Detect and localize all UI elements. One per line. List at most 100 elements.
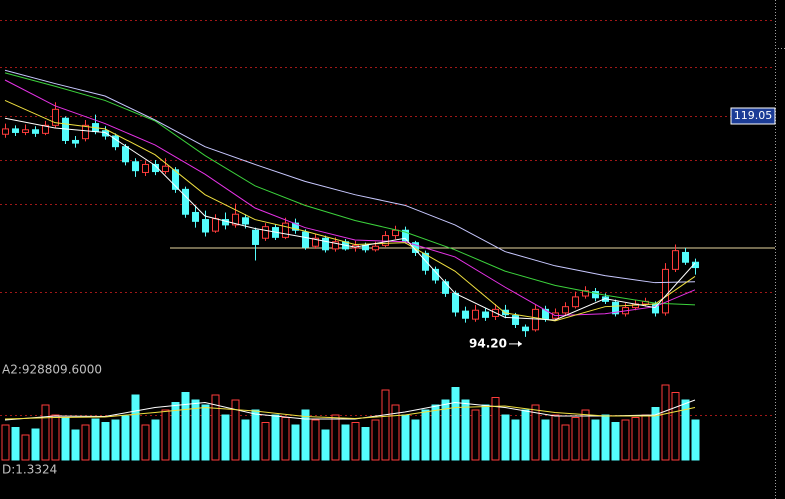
candle-body xyxy=(262,226,269,239)
candle-body xyxy=(392,229,399,237)
volume-bar xyxy=(571,417,580,461)
volume-bar xyxy=(181,392,190,461)
candle-body xyxy=(482,311,489,318)
candle-body xyxy=(182,188,189,215)
volume-bar xyxy=(671,392,680,461)
volume-bar xyxy=(291,424,300,461)
volume-bar xyxy=(611,422,620,461)
candle-body xyxy=(682,251,689,263)
candle-body xyxy=(592,291,599,299)
candle-body xyxy=(82,124,89,140)
volume-bar xyxy=(601,414,610,461)
volume-bar xyxy=(531,404,540,461)
volume-bar xyxy=(151,419,160,461)
volume-bar xyxy=(511,419,520,461)
volume-bar xyxy=(41,404,50,461)
volume-bar xyxy=(451,387,460,461)
low-marker-label: 94.20 xyxy=(469,336,507,350)
volume-bar xyxy=(441,399,450,461)
volume-bar xyxy=(591,419,600,461)
candle-body xyxy=(402,229,409,242)
candle-body xyxy=(302,231,309,248)
volume-bar xyxy=(171,402,180,461)
volume-bar xyxy=(101,422,110,461)
volume-bar xyxy=(681,399,690,461)
indicator-label: D:1.3324 xyxy=(2,463,57,477)
volume-bar xyxy=(381,389,390,461)
volume-label: A2:928809.6000 xyxy=(2,363,102,377)
candle-body xyxy=(572,296,579,308)
volume-bar xyxy=(371,419,380,461)
volume-bar xyxy=(621,419,630,461)
candle-body xyxy=(382,235,389,246)
candle-body xyxy=(502,309,509,316)
candle-body xyxy=(462,310,469,319)
candle-body xyxy=(172,169,179,190)
candle-body xyxy=(32,129,39,134)
volume-bar xyxy=(51,414,60,461)
candle-body xyxy=(672,250,679,270)
candle-body xyxy=(472,309,479,320)
candle-body xyxy=(12,128,19,133)
average-line xyxy=(4,99,696,322)
candle-body xyxy=(142,163,149,173)
price-marker-box xyxy=(730,107,776,125)
candle-body xyxy=(662,268,669,314)
candle-body xyxy=(282,222,289,238)
candle-body xyxy=(332,241,339,250)
volume-bar xyxy=(71,429,80,461)
candle-body xyxy=(2,128,9,135)
volume-bar xyxy=(141,424,150,461)
candle-body xyxy=(242,217,249,225)
volume-bar xyxy=(111,419,120,461)
candle-body xyxy=(312,237,319,247)
candle-body xyxy=(52,108,59,126)
candle-body xyxy=(582,290,589,297)
average-line xyxy=(4,117,696,321)
candle-body xyxy=(292,222,299,231)
volume-bar xyxy=(461,399,470,461)
candle-body xyxy=(232,213,239,226)
volume-bar xyxy=(551,414,560,461)
candle-body xyxy=(162,165,169,173)
volume-bar xyxy=(261,422,270,461)
volume-bar xyxy=(421,409,430,461)
candle-body xyxy=(562,306,569,314)
average-line xyxy=(4,72,696,306)
volume-bar xyxy=(81,424,90,461)
candle-body xyxy=(42,124,49,134)
candle-body xyxy=(72,139,79,144)
average-line xyxy=(4,79,696,317)
volume-bar xyxy=(501,414,510,461)
volume-bar xyxy=(431,404,440,461)
volume-bar xyxy=(561,424,570,461)
volume-bar xyxy=(581,409,590,461)
candle-body xyxy=(122,146,129,163)
volume-bar xyxy=(351,422,360,461)
volume-bar xyxy=(471,409,480,461)
volume-bar xyxy=(301,409,310,461)
volume-bar xyxy=(331,414,340,461)
volume-bar xyxy=(1,424,10,461)
volume-bar xyxy=(281,417,290,461)
candle-body xyxy=(372,245,379,251)
candle-body xyxy=(442,281,449,294)
volume-bar xyxy=(61,417,70,461)
low-marker-arrowhead xyxy=(518,340,522,347)
volume-bar xyxy=(411,419,420,461)
volume-bar xyxy=(121,415,130,461)
volume-bar xyxy=(91,418,100,461)
volume-bar xyxy=(211,394,220,461)
volume-bar xyxy=(401,414,410,461)
candle-body xyxy=(612,301,619,315)
volume-bar xyxy=(31,428,40,461)
volume-bar xyxy=(231,399,240,461)
candle-body xyxy=(212,218,219,232)
volume-bar xyxy=(271,414,280,461)
volume-bar xyxy=(251,409,260,461)
price-marker-label: 119.05 xyxy=(734,109,773,122)
volume-bar xyxy=(341,424,350,461)
volume-bar xyxy=(391,404,400,461)
